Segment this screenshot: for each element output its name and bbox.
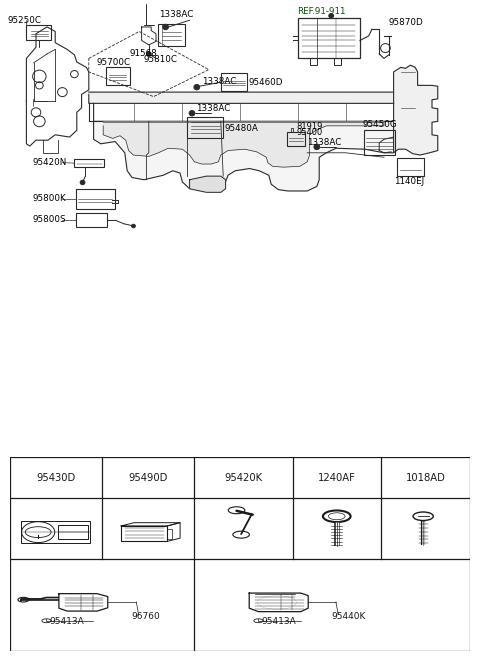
Text: 1140EJ: 1140EJ — [394, 177, 424, 186]
Text: 95800K: 95800K — [33, 194, 66, 203]
Bar — [76, 189, 115, 209]
Text: 95413A: 95413A — [262, 617, 297, 626]
Text: 95440K: 95440K — [331, 612, 366, 621]
Polygon shape — [394, 65, 438, 155]
Bar — [221, 73, 247, 91]
Text: 95400: 95400 — [297, 128, 323, 136]
Text: 95800S: 95800S — [33, 215, 66, 224]
Circle shape — [132, 224, 135, 228]
Bar — [287, 132, 305, 146]
Text: 1338AC: 1338AC — [202, 77, 236, 87]
Text: 95250C: 95250C — [7, 16, 41, 25]
Text: 95480A: 95480A — [225, 123, 259, 133]
Text: 91568: 91568 — [130, 49, 157, 58]
Text: REF.91-911: REF.91-911 — [297, 7, 345, 16]
Bar — [121, 526, 167, 541]
Text: 95810C: 95810C — [144, 55, 178, 64]
Bar — [58, 525, 88, 539]
Polygon shape — [103, 122, 384, 167]
Bar — [26, 25, 51, 41]
Circle shape — [146, 52, 151, 56]
Bar — [397, 158, 424, 176]
Circle shape — [80, 180, 85, 185]
Text: 95450G: 95450G — [362, 121, 397, 129]
Bar — [21, 521, 90, 543]
Text: 95413A: 95413A — [50, 617, 84, 626]
Text: 1338AC: 1338AC — [159, 10, 194, 19]
Bar — [106, 68, 130, 85]
Polygon shape — [89, 85, 413, 104]
Text: 95490D: 95490D — [128, 472, 168, 483]
Text: 95420N: 95420N — [33, 158, 67, 167]
Bar — [158, 24, 185, 46]
Text: 96760: 96760 — [132, 613, 160, 621]
Circle shape — [314, 144, 320, 150]
Circle shape — [329, 14, 334, 18]
Polygon shape — [94, 104, 394, 191]
Bar — [74, 159, 104, 167]
Text: 95460D: 95460D — [249, 77, 283, 87]
Text: 1338AC: 1338AC — [196, 104, 230, 113]
Polygon shape — [190, 176, 226, 192]
Text: 95420K: 95420K — [224, 472, 263, 483]
Text: 1018AD: 1018AD — [406, 472, 445, 483]
Text: 95700C: 95700C — [97, 58, 131, 66]
Text: 1338AC: 1338AC — [307, 138, 342, 148]
Text: 95430D: 95430D — [36, 472, 75, 483]
Circle shape — [194, 85, 200, 90]
Bar — [76, 213, 107, 227]
Bar — [364, 131, 395, 155]
Bar — [187, 117, 223, 138]
Text: 95870D: 95870D — [389, 18, 423, 27]
Circle shape — [189, 111, 195, 116]
Bar — [167, 529, 172, 539]
Circle shape — [163, 24, 168, 30]
Text: 81919: 81919 — [297, 122, 323, 131]
Bar — [298, 18, 360, 58]
Text: 1240AF: 1240AF — [318, 472, 356, 483]
